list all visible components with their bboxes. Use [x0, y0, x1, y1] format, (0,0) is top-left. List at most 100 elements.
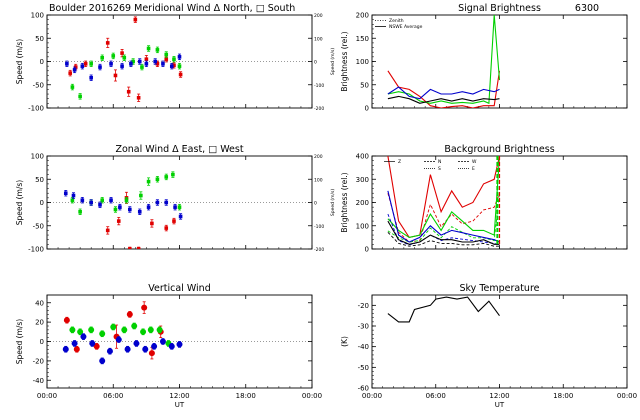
x-tick-label: 06:00 — [426, 392, 446, 400]
data-point — [89, 75, 93, 80]
x-tick-label: 06:00 — [103, 392, 123, 400]
data-point — [80, 198, 85, 202]
data-point — [124, 198, 129, 202]
x-tick-label: 00:00 — [617, 392, 637, 400]
legend-label: NSWE Average — [389, 24, 423, 30]
legend-label: Z — [398, 159, 401, 165]
data-point — [71, 193, 76, 198]
data-point — [78, 210, 82, 214]
data-point — [89, 340, 96, 347]
signal-panel: Signal Brightness 6300 0 50 100 150 200 Brightn… — [340, 3, 628, 113]
data-point — [106, 348, 113, 355]
series-line — [387, 156, 501, 238]
data-point — [150, 221, 154, 226]
data-point — [136, 95, 141, 100]
y-tick-label: 0 — [40, 199, 44, 207]
data-point — [93, 343, 100, 350]
y-tick-label: 200 — [356, 199, 369, 207]
series-line — [387, 190, 500, 243]
data-point — [121, 326, 128, 333]
data-point — [69, 326, 76, 333]
data-point — [156, 326, 163, 333]
data-point — [131, 59, 135, 64]
data-point — [164, 52, 169, 57]
y-tick-label-right: -100 — [314, 83, 324, 89]
y-tick-label: -30 — [358, 323, 369, 331]
data-point — [176, 341, 183, 348]
legend-label: S — [438, 166, 441, 172]
data-point — [98, 203, 102, 207]
data-point — [128, 247, 132, 249]
data-point — [178, 72, 183, 77]
y-tick-label: 20 — [35, 319, 44, 327]
y-tick-label: 0 — [365, 105, 369, 113]
data-point — [120, 64, 124, 68]
vertical-plot — [62, 301, 183, 365]
data-point — [140, 65, 144, 69]
y-tick-label: 50 — [360, 81, 369, 89]
data-point — [80, 64, 85, 68]
sky-frame — [371, 294, 628, 389]
data-point — [109, 198, 113, 202]
data-point — [100, 198, 105, 202]
meridional-plot — [65, 16, 183, 102]
y-tick-label: -50 — [33, 222, 44, 230]
x-axis-label: UT — [495, 401, 505, 409]
data-point — [142, 346, 149, 353]
data-point — [155, 48, 160, 52]
data-point — [144, 62, 149, 66]
legend-label: W — [472, 159, 477, 165]
y-tick-label: 400 — [356, 153, 369, 161]
y-tick-label-right: 100 — [314, 177, 323, 183]
data-point — [177, 205, 182, 209]
x-tick-label: 00:00 — [302, 392, 322, 400]
y-axis-label-right: Speed (m/s) — [330, 189, 336, 217]
data-point — [140, 328, 147, 335]
y-tick-label: 40 — [35, 299, 44, 307]
data-point — [126, 89, 131, 94]
chart-title: Signal Brightness — [458, 3, 541, 14]
y-tick-label: 50 — [35, 176, 44, 184]
y-axis-label: Speed (m/s) — [15, 319, 24, 365]
y-axis-label: (K) — [340, 336, 349, 347]
data-point — [164, 226, 169, 230]
data-point — [161, 62, 165, 66]
data-point — [169, 64, 174, 68]
data-point — [126, 311, 133, 318]
signal-plot — [387, 15, 501, 108]
x-tick-label: 12:00 — [489, 392, 509, 400]
x-tick-label: 00:00 — [362, 392, 382, 400]
y-tick-label: -60 — [358, 385, 369, 393]
data-point — [164, 57, 169, 61]
data-point — [98, 65, 102, 69]
x-tick-label: 12:00 — [169, 392, 189, 400]
y-tick-label-right: 0 — [314, 60, 317, 66]
data-point — [111, 54, 116, 58]
y-tick-label: 0 — [40, 338, 44, 346]
data-point — [178, 214, 183, 219]
y-tick-label: 100 — [31, 153, 44, 161]
data-point — [148, 350, 155, 357]
y-axis-label: Brightness (rel.) — [340, 31, 349, 91]
data-point — [137, 59, 142, 64]
y-tick-label: -100 — [28, 105, 44, 113]
data-point — [62, 346, 69, 353]
data-point — [88, 326, 95, 333]
data-point — [68, 71, 72, 75]
series-line — [387, 156, 501, 239]
data-point — [99, 330, 106, 337]
y-axis-label-right: Speed (m/s) — [330, 48, 336, 76]
data-point — [146, 179, 151, 184]
y-tick-label: 300 — [356, 176, 369, 184]
data-point — [122, 55, 127, 60]
data-point — [77, 328, 84, 335]
y-tick-label-right: 200 — [314, 154, 323, 160]
chart-title: Background Brightness — [444, 144, 554, 155]
y-tick-label: 150 — [356, 35, 369, 43]
data-point — [171, 172, 175, 177]
data-point — [113, 73, 118, 78]
y-tick-label: -40 — [33, 377, 44, 385]
data-point — [141, 304, 148, 311]
background-plot — [387, 156, 501, 247]
y-tick-label: -40 — [358, 343, 369, 351]
